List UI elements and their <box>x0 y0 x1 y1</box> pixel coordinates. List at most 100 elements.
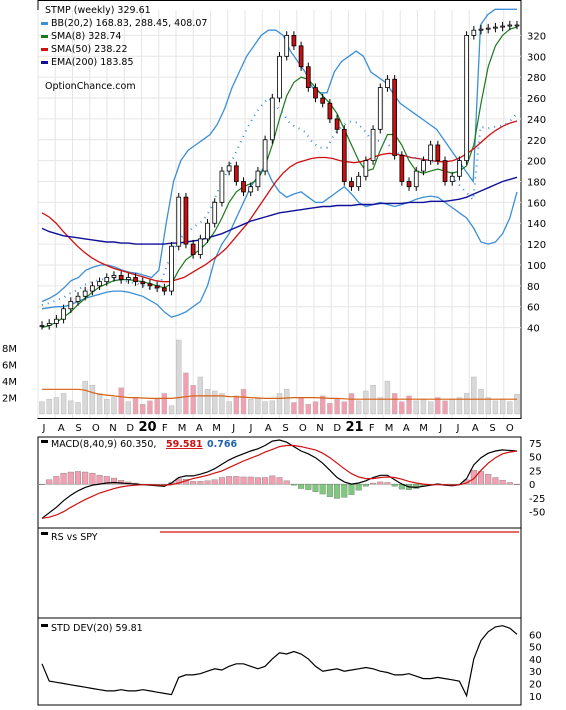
stddev-y-tick-label: 10 <box>529 692 542 703</box>
volume-bar <box>111 397 117 415</box>
macd-histogram-bar <box>276 477 283 485</box>
volume-bar <box>60 393 67 415</box>
x-tick-label: O <box>506 423 514 434</box>
candle-body <box>75 295 81 302</box>
stddev-legend-swatch <box>41 624 48 627</box>
volume-bar <box>118 387 124 415</box>
candle-body <box>392 78 398 156</box>
x-tick-label: F <box>162 423 168 434</box>
candle-body <box>334 118 340 130</box>
x-tick-label: A <box>403 423 410 434</box>
volume-bar <box>284 389 290 415</box>
x-tick-label: J <box>249 423 253 434</box>
stddev-line <box>41 625 518 698</box>
price-y-tick-label: 320 <box>527 31 546 42</box>
macd-histogram-bar <box>334 483 341 499</box>
macd-histogram-bar <box>391 483 398 487</box>
candle-body <box>500 25 505 28</box>
price-y-tick-label: 80 <box>527 282 540 293</box>
price-y-tick-label: 200 <box>527 157 546 168</box>
volume-bar <box>377 397 383 415</box>
watermark-text: OptionChance.com <box>45 81 136 92</box>
candle-body <box>111 274 117 278</box>
candle-body <box>363 160 369 177</box>
legend-swatch <box>41 35 48 38</box>
volume-bar <box>190 385 196 415</box>
candle-body <box>241 181 246 193</box>
candle-body <box>104 277 110 283</box>
macd-histogram-bar <box>362 483 369 487</box>
volume-bar <box>406 395 412 415</box>
candle-body <box>320 97 326 104</box>
macd-y-tick-label: 25 <box>529 466 542 477</box>
macd-histogram-bar <box>60 472 67 485</box>
macd-histogram-bar <box>319 483 326 495</box>
macd-histogram-bar <box>67 471 74 485</box>
macd-histogram-bar <box>46 479 53 485</box>
candle-body <box>205 222 210 240</box>
stddev-y-tick-label: 30 <box>529 667 542 678</box>
x-tick-label: M <box>212 423 221 434</box>
macd-histogram-bar <box>377 481 384 485</box>
macd-histogram-bar <box>470 470 477 485</box>
candle-body <box>284 35 290 57</box>
macd-y-tick-label: 0 <box>529 480 535 491</box>
candle-body <box>385 78 390 89</box>
macd-histogram-bar <box>211 479 218 485</box>
price-y-tick-label: 240 <box>527 115 546 126</box>
candle-body <box>197 238 203 255</box>
macd-histogram-bar <box>218 477 225 485</box>
volume-bar <box>161 393 168 415</box>
rs-panel-frame <box>37 527 522 619</box>
x-tick-label: D <box>333 423 341 434</box>
candle-body <box>291 35 297 47</box>
volume-bar <box>291 402 297 415</box>
stddev-y-tick-label: 60 <box>529 630 542 641</box>
macd-histogram-bar <box>110 477 117 485</box>
volume-bar <box>499 399 506 415</box>
candle-body <box>514 24 520 27</box>
legend-swatch <box>41 48 48 51</box>
candle-body <box>161 287 167 292</box>
x-tick-label: D <box>126 423 134 434</box>
candle-body <box>298 45 304 68</box>
price-y-tick-label: 280 <box>527 73 546 84</box>
macd-histogram-bar <box>298 483 305 489</box>
volume-bar <box>442 400 448 415</box>
macd-histogram-bar <box>485 474 492 485</box>
volume-y-tick-label: 8M <box>2 344 17 355</box>
candle-body <box>147 283 153 287</box>
volume-bar <box>168 405 175 415</box>
candle-body <box>126 277 131 280</box>
bb-upper-line <box>41 8 517 303</box>
candle-body <box>169 245 174 292</box>
macd-histogram-bar <box>197 481 204 485</box>
volume-bar <box>399 401 405 415</box>
macd-y-tick-label: -50 <box>529 508 545 519</box>
rs-title: RS vs SPY <box>51 532 98 543</box>
x-tick-label: M <box>178 423 187 434</box>
volume-bar <box>89 385 96 415</box>
volume-bar <box>305 403 311 415</box>
x-tick-label: A <box>265 423 272 434</box>
macd-y-tick-label: 75 <box>529 439 542 450</box>
volume-bar <box>507 401 513 415</box>
stddev-y-tick-label: 40 <box>529 655 542 666</box>
candle-body <box>133 277 138 283</box>
volume-bar <box>334 399 340 415</box>
macd-histogram-bar <box>348 483 355 495</box>
volume-bar <box>183 372 189 415</box>
volume-bar <box>298 397 304 415</box>
candle-body <box>457 160 462 177</box>
candle-body <box>449 175 455 182</box>
candle-body <box>262 139 268 172</box>
price-y-tick-label: 40 <box>527 324 540 335</box>
volume-bar <box>53 397 60 415</box>
volume-bar <box>363 390 369 415</box>
volume-bar <box>212 390 218 415</box>
chart-title: STMP (weekly) 329.61 <box>45 5 151 16</box>
macd-histogram-bar <box>514 483 520 485</box>
candle-body <box>46 322 52 326</box>
macd-histogram-bar <box>413 483 420 489</box>
